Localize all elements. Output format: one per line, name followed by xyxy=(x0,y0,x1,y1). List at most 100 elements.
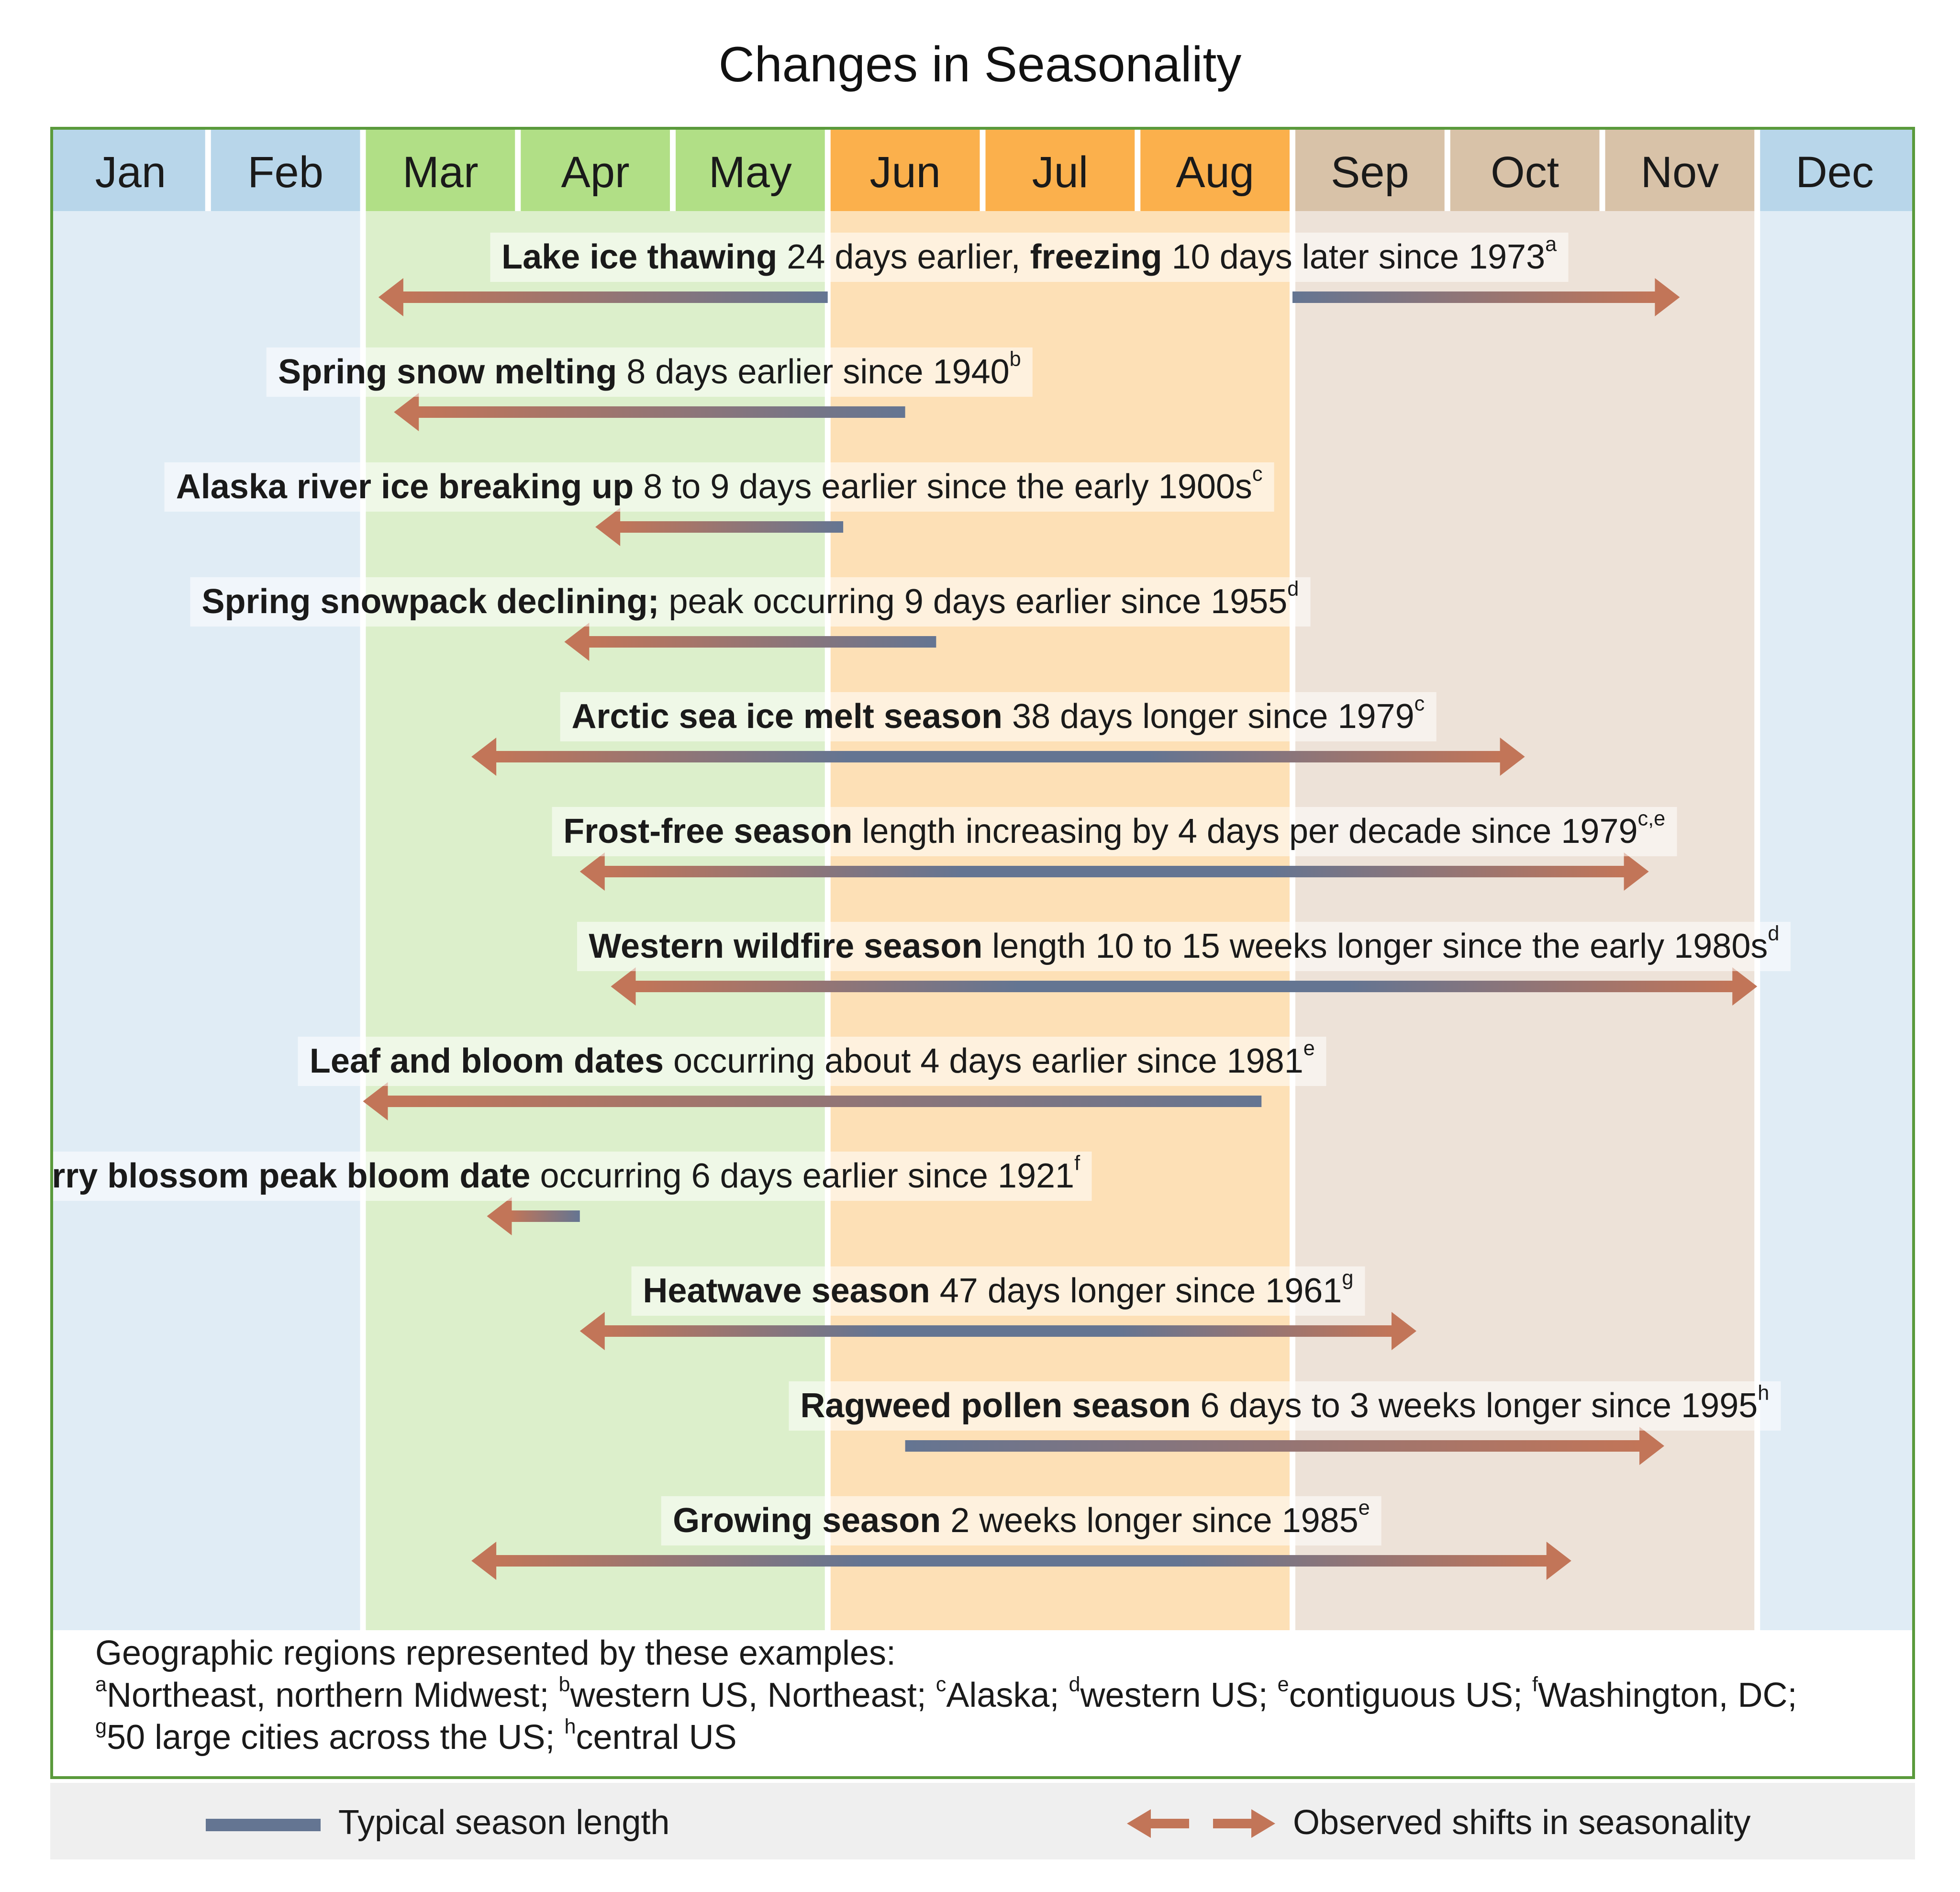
season-shift-arrow xyxy=(394,393,905,431)
row-label-bold: Ragweed pollen season xyxy=(800,1387,1191,1425)
season-shift-arrow xyxy=(1292,278,1680,316)
season-shift-arrow xyxy=(564,623,936,661)
month-label-may: May xyxy=(709,148,792,197)
row-label-text: 2 weeks longer since 1985 xyxy=(941,1501,1359,1540)
footnote-mark: h xyxy=(564,1715,576,1738)
month-header-cell xyxy=(1295,130,1445,211)
arrowhead-left-icon xyxy=(564,623,590,661)
arrowhead-right-icon xyxy=(1655,278,1680,316)
month-header-cell xyxy=(830,130,980,211)
row-label: Lake ice thawing 24 days earlier, freezi… xyxy=(490,233,1569,282)
row-label: Spring snowpack declining; peak occurrin… xyxy=(190,577,1311,627)
footnote-mark: f xyxy=(1532,1673,1538,1696)
row-label-footnote-mark: g xyxy=(1342,1266,1354,1290)
footnote-region: 50 large cities across the US; xyxy=(107,1718,565,1757)
month-label-jul: Jul xyxy=(1032,148,1089,197)
arrowhead-left-icon xyxy=(487,1197,512,1235)
month-header-cell xyxy=(521,130,670,211)
month-label-jun: Jun xyxy=(869,148,940,197)
season-shift-arrow xyxy=(579,852,1649,891)
arrowhead-right-icon xyxy=(1500,738,1525,776)
row-label-bold: Lake ice thawing xyxy=(501,238,778,276)
footnote-line: aNortheast, northern Midwest; bwestern U… xyxy=(95,1673,1797,1717)
row-label-text: 8 days earlier since 1940 xyxy=(617,353,1010,391)
legend: Typical season length Observed shifts in… xyxy=(50,1783,1915,1859)
footnote-mark: d xyxy=(1069,1673,1080,1696)
season-shift-arrow xyxy=(905,1427,1664,1465)
footnote-region: Alaska; xyxy=(946,1676,1069,1714)
row-label-bold: Growing season xyxy=(673,1501,941,1540)
row-label-footnote-mark: d xyxy=(1768,922,1780,945)
footnote-heading: Geographic regions represented by these … xyxy=(95,1634,896,1672)
row-label-footnote-mark: e xyxy=(1358,1496,1370,1520)
season-shift-arrow xyxy=(595,508,844,546)
footnote-region: central US xyxy=(576,1718,737,1757)
row-label: Cherry blossom peak bloom date occurring… xyxy=(52,1152,1092,1201)
footnote-region: Northeast, northern Midwest; xyxy=(107,1676,559,1714)
row-label-text: 47 days longer since 1961 xyxy=(930,1272,1342,1310)
shift-left-arrow-icon xyxy=(1127,1809,1189,1838)
arrowhead-right-icon xyxy=(1639,1427,1664,1465)
season-shift-arrow xyxy=(471,1542,1571,1580)
season-bar xyxy=(588,636,936,648)
row-label-footnote-mark: f xyxy=(1074,1152,1080,1175)
row-label: Western wildfire season length 10 to 15 … xyxy=(577,922,1791,971)
season-bar xyxy=(603,1325,1392,1337)
footnote-mark: g xyxy=(95,1715,107,1738)
footnote-region: western US, Northeast; xyxy=(570,1676,936,1714)
row-label: Ragweed pollen season 6 days to 3 weeks … xyxy=(789,1381,1781,1431)
season-shift-arrow xyxy=(378,278,828,316)
season-shift-arrow xyxy=(579,1312,1416,1350)
month-header-cell xyxy=(1760,130,1912,211)
footnote-mark: e xyxy=(1277,1673,1289,1696)
month-label-nov: Nov xyxy=(1641,148,1719,197)
season-shift-arrow xyxy=(363,1082,1262,1120)
arrowhead-right-icon xyxy=(1732,967,1758,1006)
month-label-sep: Sep xyxy=(1331,148,1409,197)
row-label-bold: Cherry blossom peak bloom date xyxy=(52,1157,531,1195)
arrowhead-left-icon xyxy=(363,1082,388,1120)
season-shift-arrow xyxy=(471,738,1525,776)
row-label-footnote-mark: b xyxy=(1009,347,1021,371)
season-bar xyxy=(495,1555,1548,1567)
row-label-bold: Arctic sea ice melt season xyxy=(571,697,1003,736)
arrowhead-left-icon xyxy=(579,1312,605,1350)
footnote-mark: b xyxy=(558,1673,570,1696)
month-header-cell xyxy=(1605,130,1755,211)
arrowhead-left-icon xyxy=(378,278,403,316)
season-bar xyxy=(905,1440,1640,1452)
footnote-line: g50 large cities across the US; hcentral… xyxy=(95,1715,1797,1759)
row-label: Spring snow melting 8 days earlier since… xyxy=(267,347,1033,397)
arrowhead-left-icon xyxy=(595,508,621,546)
row-label-footnote-mark: c xyxy=(1414,692,1425,716)
seasonality-chart: Jan Feb Mar Apr May Jun Jul Aug Sep Oct Nov Dec Lak… xyxy=(50,127,1915,1779)
row-label: Alaska river ice breaking up 8 to 9 days… xyxy=(164,462,1274,512)
season-band-winter xyxy=(1760,211,1912,1630)
shift-arrows-swatch xyxy=(1127,1809,1275,1838)
row-label-text: 6 days to 3 weeks longer since 1995 xyxy=(1191,1387,1758,1425)
season-band-winter xyxy=(53,211,360,1630)
footnote-region: contiguous US; xyxy=(1289,1676,1532,1714)
row-label-footnote-mark: e xyxy=(1303,1037,1315,1060)
row-label-bold: Frost-free season xyxy=(563,812,853,851)
footnotes: Geographic regions represented by these … xyxy=(95,1633,1797,1758)
row-label: Heatwave season 47 days longer since 196… xyxy=(631,1266,1365,1316)
month-label-feb: Feb xyxy=(247,148,323,197)
row-label-text: occurring about 4 days earlier since 198… xyxy=(664,1042,1303,1080)
row-label: Arctic sea ice melt season 38 days longe… xyxy=(560,692,1437,741)
season-band-spring xyxy=(366,211,825,1630)
arrowhead-left-icon xyxy=(579,852,605,891)
row-label: Leaf and bloom dates occurring about 4 d… xyxy=(298,1037,1326,1086)
row-label-bold: Leaf and bloom dates xyxy=(309,1042,664,1080)
season-bar xyxy=(619,521,844,533)
row-label-text: 24 days earlier, xyxy=(777,238,1030,276)
season-shift-arrow xyxy=(487,1197,580,1235)
row-label-text: length 10 to 15 weeks longer since the e… xyxy=(982,927,1768,965)
month-grid: Jan Feb Mar Apr May Jun Jul Aug Sep Oct Nov Dec xyxy=(53,130,1912,1630)
season-bar xyxy=(635,981,1734,992)
row-label-text: 8 to 9 days earlier since the early 1900… xyxy=(634,468,1252,506)
typical-season-swatch xyxy=(206,1819,321,1831)
row-label-footnote-mark: a xyxy=(1545,233,1557,256)
row-label-footnote-mark: c xyxy=(1252,462,1263,486)
row-label-footnote-mark: d xyxy=(1287,577,1299,601)
